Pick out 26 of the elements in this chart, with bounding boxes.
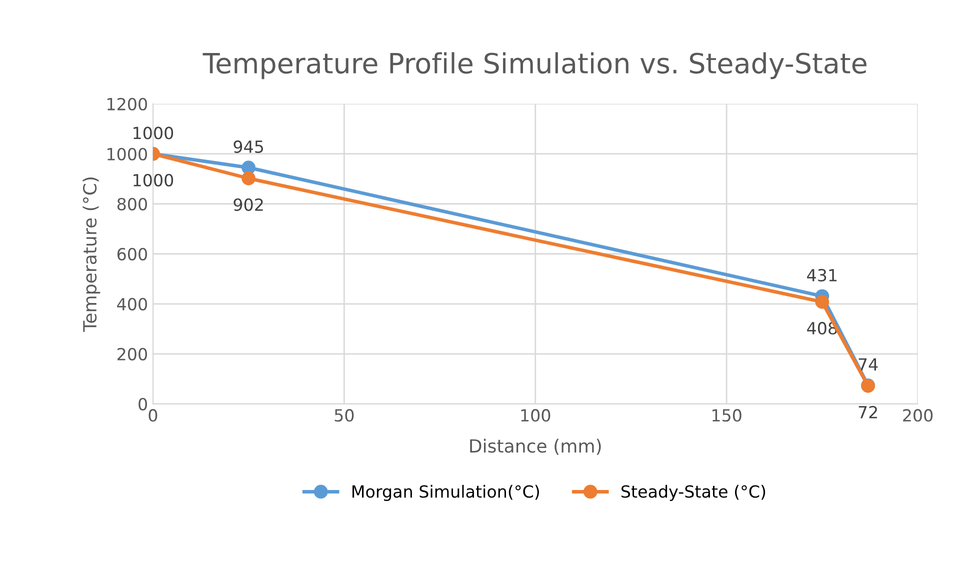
x-tick-label: 100 xyxy=(521,409,550,422)
data-label: 72 xyxy=(858,406,877,418)
y-tick-label: 400 xyxy=(117,298,147,310)
x-tick-label: 0 xyxy=(148,409,158,422)
y-tick-label: 600 xyxy=(117,248,147,260)
y-tick-label: 0 xyxy=(138,398,147,410)
legend-label: Steady-State (°C) xyxy=(621,484,766,502)
y-axis-title: Temperature (°C) xyxy=(82,178,100,332)
data-label: 945 xyxy=(234,140,264,154)
data-label: 74 xyxy=(858,358,878,371)
chart-title: Temperature Profile Simulation vs. Steady-State xyxy=(202,52,866,80)
data-label: 902 xyxy=(234,198,263,211)
y-tick-label: 800 xyxy=(117,198,147,210)
point xyxy=(242,171,256,186)
x-tick-label: 150 xyxy=(712,409,742,422)
legend-label: Morgan Simulation(°C) xyxy=(352,484,539,502)
x-axis-title: Distance (mm) xyxy=(470,438,601,455)
y-tick-label: 200 xyxy=(118,348,147,360)
data-label: 1000 xyxy=(134,174,174,186)
x-tick-label: 50 xyxy=(334,409,354,422)
y-tick-label: 1200 xyxy=(108,98,147,110)
data-label: 1000 xyxy=(134,126,174,140)
data-label: 431 xyxy=(807,268,837,282)
y-tick-label: 1000 xyxy=(108,148,147,160)
point xyxy=(815,294,830,309)
x-tick-label: 200 xyxy=(903,409,933,422)
